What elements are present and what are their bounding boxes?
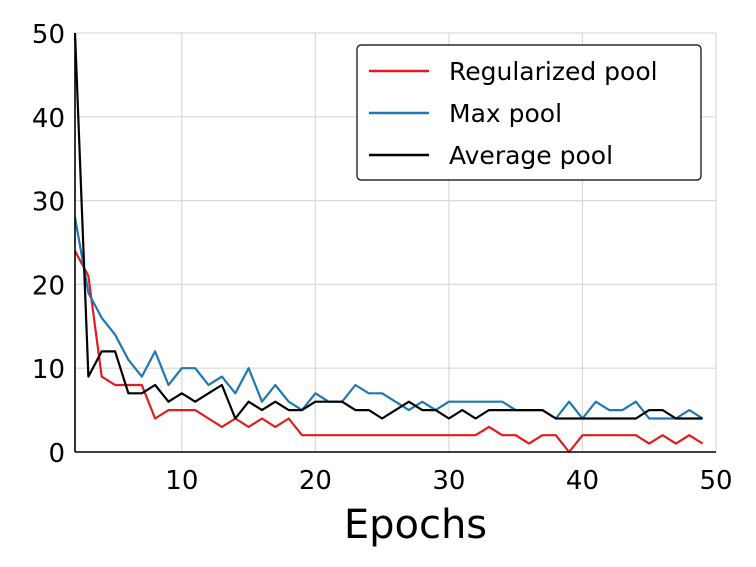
x-tick-label: 40 xyxy=(566,466,599,496)
x-tick-label: 20 xyxy=(299,466,332,496)
series-line-2 xyxy=(73,32,703,420)
legend-box xyxy=(356,44,702,181)
x-tick-label: 10 xyxy=(165,466,198,496)
y-tick-label: 10 xyxy=(32,355,65,385)
y-tick-label: 50 xyxy=(32,20,65,50)
y-tick-label: 0 xyxy=(48,439,65,469)
x-tick-labels: 10 20 30 40 50 xyxy=(165,466,732,496)
series-lines xyxy=(73,32,704,454)
legend-label: Regularized pool xyxy=(449,57,658,86)
y-tick-labels: 0 10 20 30 40 50 xyxy=(32,20,65,469)
x-axis-label: Epochs xyxy=(344,502,487,548)
y-tick-label: 30 xyxy=(32,188,65,218)
y-tick-label: 40 xyxy=(32,104,65,134)
legend-label: Max pool xyxy=(449,99,562,128)
y-tick-label: 20 xyxy=(32,271,65,301)
axes xyxy=(74,33,716,453)
legend-label: Average pool xyxy=(449,141,613,170)
legend: Regularized pool Max pool Average pool xyxy=(356,44,702,181)
x-tick-label: 50 xyxy=(699,466,732,496)
x-tick-label: 30 xyxy=(432,466,465,496)
series-line-1 xyxy=(73,217,704,420)
series-line-0 xyxy=(74,250,704,454)
